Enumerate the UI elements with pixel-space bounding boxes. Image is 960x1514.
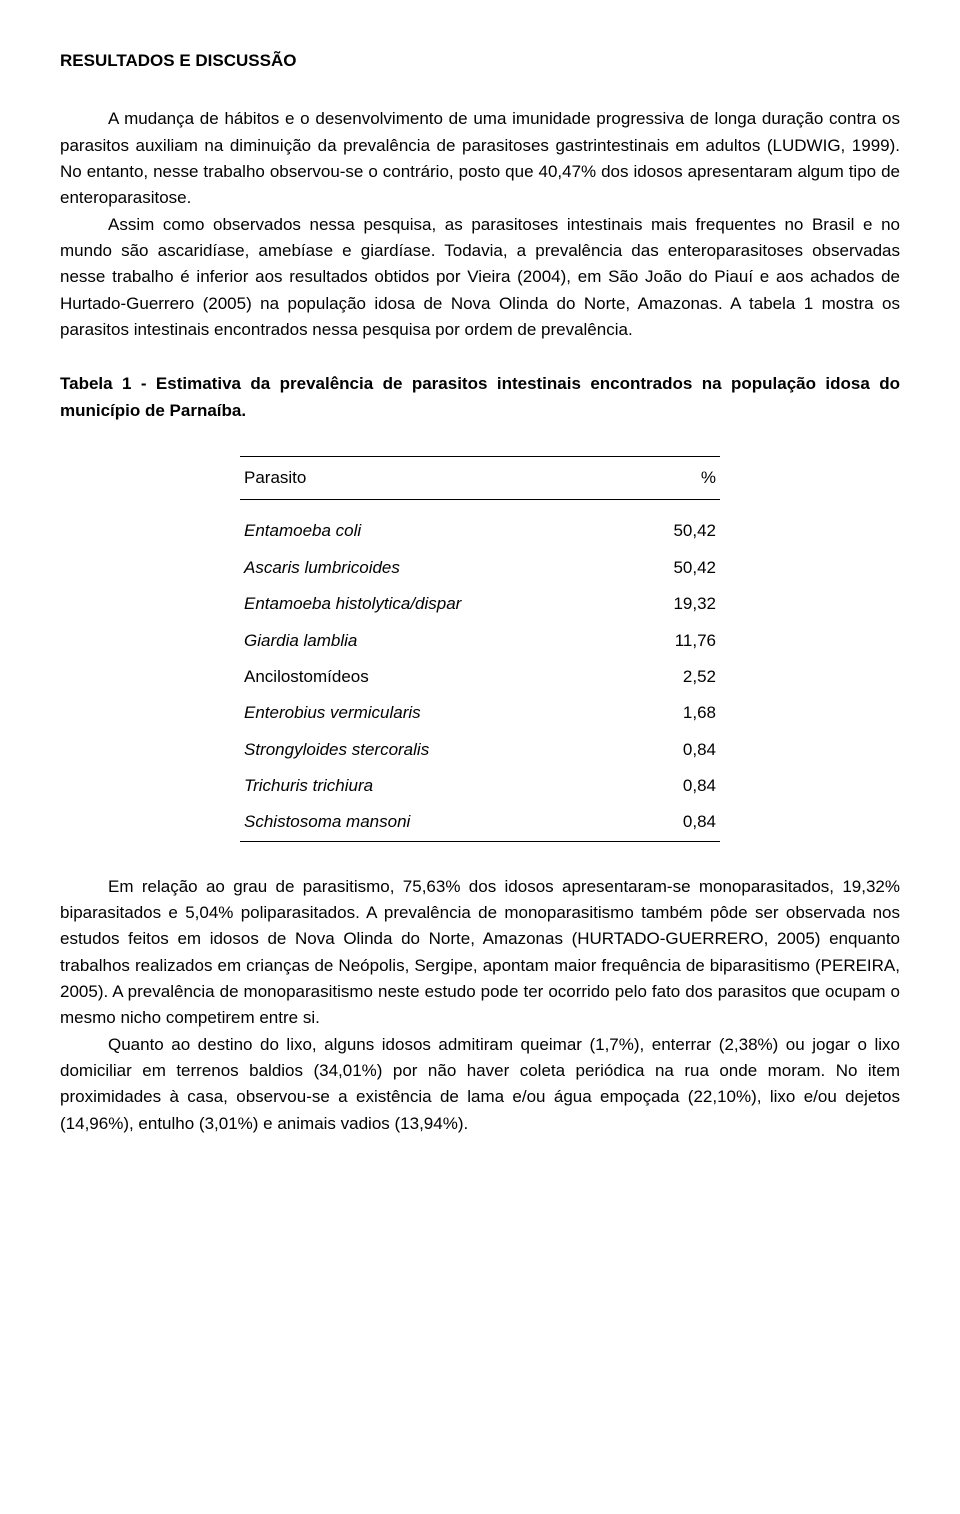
table-row: Entamoeba coli50,42 [240, 500, 720, 550]
table-row: Ascaris lumbricoides50,42 [240, 550, 720, 586]
table-row: Ancilostomídeos2,52 [240, 659, 720, 695]
parasite-name: Giardia lamblia [240, 623, 632, 659]
parasite-name: Enterobius vermicularis [240, 695, 632, 731]
parasite-name: Schistosoma mansoni [240, 804, 632, 841]
paragraph-3: Em relação ao grau de parasitismo, 75,63… [60, 874, 900, 1032]
parasite-name: Strongyloides stercoralis [240, 732, 632, 768]
table-row: Trichuris trichiura0,84 [240, 768, 720, 804]
paragraph-4: Quanto ao destino do lixo, alguns idosos… [60, 1032, 900, 1137]
section-heading: RESULTADOS E DISCUSSÃO [60, 48, 900, 74]
parasite-name: Entamoeba histolytica/dispar [240, 586, 632, 622]
parasite-percent: 50,42 [632, 550, 720, 586]
parasite-percent: 0,84 [632, 768, 720, 804]
parasite-percent: 1,68 [632, 695, 720, 731]
parasite-percent: 2,52 [632, 659, 720, 695]
parasite-name: Ancilostomídeos [240, 659, 632, 695]
parasite-percent: 0,84 [632, 732, 720, 768]
table-row: Entamoeba histolytica/dispar19,32 [240, 586, 720, 622]
parasite-percent: 50,42 [632, 500, 720, 550]
table-row: Enterobius vermicularis1,68 [240, 695, 720, 731]
parasite-percent: 11,76 [632, 623, 720, 659]
table-row: Giardia lamblia11,76 [240, 623, 720, 659]
table-1: Parasito % Entamoeba coli50,42Ascaris lu… [60, 456, 900, 841]
paragraph-1: A mudança de hábitos e o desenvolvimento… [60, 106, 900, 211]
table-row: Schistosoma mansoni0,84 [240, 804, 720, 841]
table-header-row: Parasito % [240, 457, 720, 500]
parasite-name: Ascaris lumbricoides [240, 550, 632, 586]
table-header-parasito: Parasito [240, 457, 632, 500]
parasite-name: Trichuris trichiura [240, 768, 632, 804]
table-header-percent: % [632, 457, 720, 500]
parasite-percent: 0,84 [632, 804, 720, 841]
table-caption: Tabela 1 - Estimativa da prevalência de … [60, 371, 900, 424]
paragraph-2: Assim como observados nessa pesquisa, as… [60, 212, 900, 344]
parasite-percent: 19,32 [632, 586, 720, 622]
table-row: Strongyloides stercoralis0,84 [240, 732, 720, 768]
parasite-name: Entamoeba coli [240, 500, 632, 550]
